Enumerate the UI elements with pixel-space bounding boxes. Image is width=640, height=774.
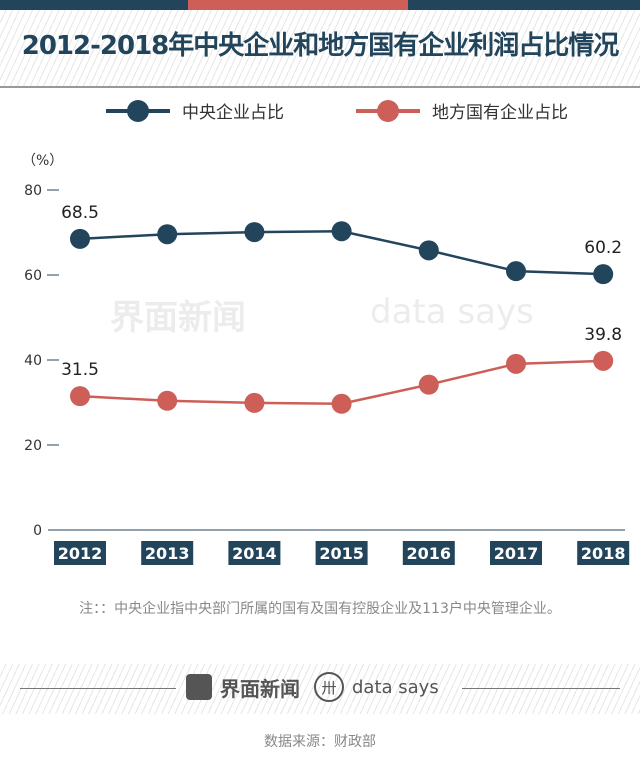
footer-divider-left: [20, 688, 176, 689]
data-label-0: 60.2: [584, 238, 622, 258]
x-tick-box: [402, 541, 455, 565]
x-tick-box: [54, 541, 106, 565]
x-tick-label: 2013: [145, 544, 190, 563]
datasays-logo-text: data says: [352, 676, 439, 698]
data-point-0: [593, 264, 614, 285]
data-point-0: [506, 261, 526, 282]
data-point-1: [331, 393, 352, 414]
data-point-1: [244, 392, 265, 413]
data-point-1: [70, 386, 90, 407]
data-source: 数据来源：财政部: [264, 734, 376, 750]
data-point-1: [506, 353, 526, 374]
jiemian-logo-icon: [186, 674, 212, 700]
y-tick-label: 80: [24, 183, 42, 199]
x-tick-label: 2014: [232, 544, 277, 563]
legend-item-local: 地方国有企业占比: [356, 98, 568, 123]
legend-label-central: 中央企业占比: [182, 103, 284, 123]
x-tick-label: 2015: [319, 544, 364, 563]
watermark-datasays: data says: [370, 292, 534, 332]
x-tick-box: [577, 541, 630, 565]
y-tick-label: 40: [24, 353, 42, 369]
title-band: [0, 10, 640, 88]
data-point-0: [70, 228, 90, 249]
data-label-0: 68.5: [61, 203, 99, 223]
line-chart: （%） 0 20 40 60 80 2012 2013 2014 2015 2016 2017 2018…: [22, 153, 630, 565]
datasays-logo-icon: 卅: [314, 672, 344, 702]
x-tick-box: [228, 541, 281, 565]
legend-label-local: 地方国有企业占比: [432, 103, 568, 123]
jiemian-logo-text: 界面新闻: [220, 676, 300, 701]
footnote: 注：：中央企业指中央部门所属的国有及国有控股企业及113户中央管理企业。: [79, 601, 561, 617]
x-tick-box: [141, 541, 194, 565]
x-tick-box: [315, 541, 368, 565]
data-point-0: [157, 224, 178, 245]
data-label-1: 31.5: [61, 360, 99, 380]
x-tick-label: 2016: [407, 544, 452, 563]
y-tick-label: 20: [24, 438, 42, 454]
x-tick-label: 2018: [581, 544, 626, 563]
data-point-0: [331, 221, 352, 242]
data-point-1: [418, 374, 439, 395]
x-tick-label: 2012: [58, 544, 103, 563]
data-point-0: [244, 222, 265, 243]
legend-marker-local: [356, 99, 420, 123]
y-tick-label: 60: [24, 268, 42, 284]
footer-divider-right: [462, 688, 620, 689]
y-tick-label: 0: [33, 523, 42, 539]
legend-item-central: 中央企业占比: [106, 98, 284, 123]
data-point-1: [593, 350, 614, 371]
watermark-jiemian: 界面新闻: [110, 298, 246, 338]
legend-marker-central: [106, 99, 170, 123]
data-point-1: [157, 390, 178, 411]
top-color-bar: [0, 0, 640, 10]
x-tick-label: 2017: [494, 544, 539, 563]
data-label-1: 39.8: [584, 325, 622, 345]
x-tick-box: [490, 541, 542, 565]
footer-logos: 界面新闻 卅 data says: [186, 672, 439, 702]
data-point-0: [418, 240, 439, 261]
y-axis-label: （%）: [22, 153, 63, 169]
chart-title: 2012-2018年中央企业和地方国有企业利润占比情况: [21, 31, 620, 61]
